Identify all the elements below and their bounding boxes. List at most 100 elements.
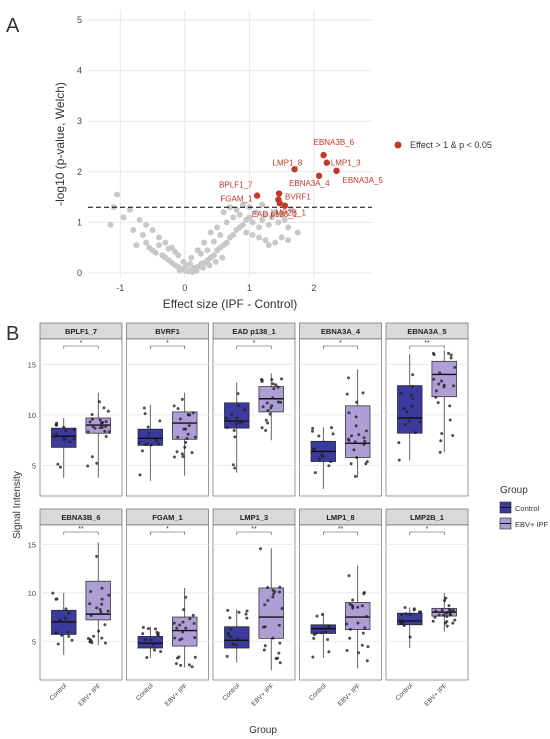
jitter-point — [149, 638, 153, 642]
data-point — [172, 248, 179, 255]
significance-label: ** — [78, 526, 84, 533]
data-point — [262, 211, 269, 218]
jitter-point — [431, 619, 435, 623]
highlight-point — [323, 159, 331, 166]
data-point — [201, 239, 208, 246]
x-tick-label: EBV+ IPF — [423, 682, 448, 707]
panel-lmp2b-1: LMP2B_1 * Control EBV+ IPF — [385, 508, 469, 708]
jitter-point — [399, 391, 403, 395]
jitter-point — [353, 440, 357, 444]
jitter-point — [452, 384, 456, 388]
x-tick-label: Control — [48, 682, 68, 702]
jitter-point — [100, 597, 104, 601]
jitter-point — [411, 397, 415, 401]
jitter-point — [89, 613, 93, 617]
jitter-point — [175, 450, 179, 454]
x-tick-label: 1 — [247, 283, 252, 293]
y-tick-label: 4 — [77, 66, 82, 76]
jitter-point — [107, 593, 111, 597]
jitter-point — [445, 615, 449, 619]
jitter-point — [99, 610, 103, 614]
x-tick-label: EBV+ IPF — [164, 682, 189, 707]
jitter-point — [145, 655, 149, 659]
significance-bracket — [149, 345, 186, 349]
data-point — [243, 229, 250, 236]
significance-label: ** — [251, 526, 257, 533]
highlight-point — [333, 167, 340, 174]
data-point — [272, 209, 279, 216]
jitter-point — [357, 433, 361, 437]
jitter-point — [262, 648, 266, 652]
jitter-point — [439, 439, 443, 443]
x-tick-label: 0 — [182, 283, 187, 293]
data-point — [133, 242, 140, 249]
jitter-point — [264, 429, 268, 433]
jitter-point — [440, 431, 444, 435]
jitter-point — [146, 627, 150, 631]
jitter-point — [185, 436, 189, 440]
x-tick-label: EBV+ IPF — [250, 682, 275, 707]
jitter-point — [262, 625, 266, 629]
x-tick-label: Control — [394, 682, 414, 702]
jitter-point — [188, 413, 192, 417]
data-point — [265, 242, 272, 249]
jitter-point — [319, 631, 323, 635]
jitter-point — [145, 442, 149, 446]
jitter-point — [60, 633, 64, 637]
jitter-point — [409, 393, 413, 397]
jitter-point — [143, 412, 147, 416]
jitter-point — [233, 466, 237, 470]
jitter-point — [153, 648, 157, 652]
jitter-point — [245, 609, 249, 613]
jitter-point — [354, 424, 358, 428]
data-point — [188, 254, 195, 261]
jitter-point — [89, 590, 93, 594]
significance-bracket — [409, 531, 445, 535]
jitter-point — [72, 427, 76, 431]
jitter-point — [327, 650, 331, 654]
jitter-point — [411, 373, 415, 377]
jitter-point — [92, 634, 96, 638]
data-point — [197, 250, 204, 257]
jitter-point — [172, 455, 176, 459]
highlight-point — [276, 199, 283, 207]
jitter-point — [190, 451, 194, 455]
jitter-point — [355, 400, 359, 404]
jitter-point — [266, 421, 270, 425]
jitter-point — [401, 622, 405, 626]
jitter-point — [452, 609, 456, 613]
jitter-point — [234, 422, 238, 426]
data-point — [262, 237, 269, 244]
jitter-point — [51, 591, 55, 595]
data-point — [281, 216, 288, 223]
jitter-point — [361, 391, 365, 395]
jitter-point — [178, 417, 182, 421]
jitter-point — [278, 585, 282, 589]
panel-frame — [126, 524, 209, 681]
y-tick-label: 5 — [77, 15, 82, 25]
jitter-point — [451, 621, 455, 625]
x-tick-label: EBV+ IPF — [337, 682, 362, 707]
highlight-point — [275, 190, 283, 197]
significance-bracket — [322, 345, 359, 349]
data-point — [130, 226, 137, 233]
significance-label: * — [166, 340, 169, 347]
jitter-point — [278, 641, 282, 645]
jitter-point — [193, 655, 197, 659]
data-point — [152, 249, 159, 256]
jitter-point — [193, 636, 197, 640]
x-tick-label: Control — [135, 682, 155, 702]
jitter-point — [402, 406, 406, 410]
gene-label: FGAM_1 — [220, 195, 253, 204]
jitter-point — [184, 626, 188, 630]
jitter-point — [312, 636, 316, 640]
panel-bvrf1: BVRF1 * — [126, 322, 209, 497]
jitter-point — [313, 471, 317, 475]
x-axis-title: Effect size (IPF - Control) — [163, 297, 297, 311]
jitter-point — [159, 650, 163, 654]
jitter-point — [184, 595, 188, 599]
jitter-point — [184, 440, 188, 444]
jitter-point — [403, 606, 407, 610]
data-point — [259, 201, 266, 208]
jitter-point — [98, 418, 102, 422]
